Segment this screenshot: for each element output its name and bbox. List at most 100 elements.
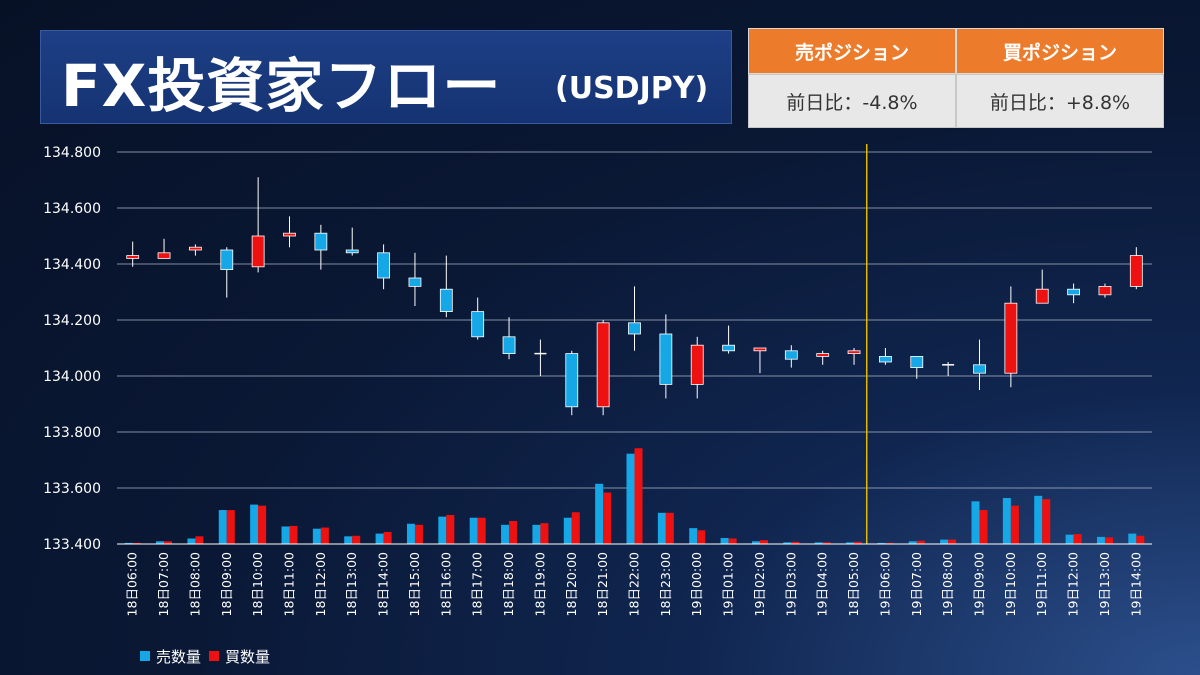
page-title: FX投資家フロー [61,52,502,120]
sell-volume-bar [406,523,415,544]
x-tick-label: 18日11:00 [282,552,297,616]
buy-volume-bar [226,510,235,544]
buy-volume-bar [885,542,894,544]
sell-volume-bar [281,526,290,544]
candle-body [345,249,359,254]
legend-buy-label: 買数量 [225,647,271,666]
x-tick-label: 18日07:00 [156,552,171,616]
buy-volume-bar [164,541,173,544]
x-tick-label: 18日08:00 [187,552,202,616]
x-tick-label: 18日21:00 [595,552,610,616]
candle-body [126,255,140,259]
buy-volume-bar [916,540,925,544]
sell-volume-bar [344,536,353,544]
y-tick-label: 134.600 [43,201,101,217]
sell-volume-bar [187,538,196,544]
legend-sell-label: 売数量 [156,647,202,666]
y-tick-label: 133.800 [43,425,101,441]
candle-body [722,344,735,352]
sell-volume-bar [595,483,604,544]
x-tick-label: 19日07:00 [909,552,924,616]
chart-legend: 売数量 買数量 [140,646,270,666]
sell-volume-bar [156,541,165,544]
sell-volume-bar [1065,534,1074,544]
candle-body [314,232,328,251]
buy-volume-bar [634,448,643,544]
x-tick-label: 19日03:00 [783,552,798,616]
buy-volume-bar [289,525,298,544]
candle-body [596,322,610,408]
buy-volume-bar [979,510,988,544]
buy-volume-bar [446,514,455,544]
sell-volume-bar [814,542,823,544]
buy-volume-bar [791,541,800,544]
x-tick-label: 18日22:00 [627,552,642,616]
y-tick-label: 134.400 [43,257,101,273]
x-tick-label: 18日12:00 [313,552,328,616]
x-tick-label: 18日06:00 [125,552,140,616]
x-tick-label: 18日23:00 [658,552,673,616]
sell-volume-bar [1128,533,1137,544]
sell-position-change: 前日比：-4.8% [748,74,956,128]
x-tick-label: 19日13:00 [1097,552,1112,616]
buy-volume-bar [320,527,329,544]
buy-volume-bar [759,540,768,544]
sell-volume-bar [438,516,447,544]
buy-volume-bar [352,535,361,544]
candle-body [1004,302,1018,374]
candle-body [973,364,986,374]
buy-volume-bar [948,539,957,544]
buy-volume-bar [697,530,706,544]
sell-volume-bar [1002,498,1011,544]
candle-body [220,249,234,271]
buy-volume-bar [854,541,863,544]
candle-body [565,353,579,408]
buy-volume-bar [728,538,737,544]
candle-body [628,322,641,335]
candle-body [502,336,516,354]
candle-body [251,235,265,268]
candle-body [1129,255,1143,287]
legend-buy-swatch [209,651,220,661]
sell-volume-bar [877,542,886,544]
buy-volume-bar [258,505,267,544]
x-tick-label: 19日00:00 [689,552,704,616]
position-table: 売ポジション 買ポジション 前日比：-4.8% 前日比：+8.8% [748,28,1164,128]
sell-volume-bar [689,528,698,544]
sell-position-header: 売ポジション [748,28,956,74]
candle-body [910,355,924,368]
buy-volume-bar [665,512,674,544]
sell-volume-bar [783,542,792,544]
x-tick-label: 18日17:00 [470,552,485,616]
buy-volume-bar [477,517,486,544]
sell-volume-bar [908,541,917,544]
sell-volume-bar [501,524,510,544]
buy-volume-bar [822,542,831,544]
x-tick-label: 19日11:00 [1034,552,1049,616]
buy-volume-bar [1136,535,1145,544]
candle-body [784,350,798,360]
x-tick-label: 19日01:00 [721,552,736,616]
x-tick-label: 18日20:00 [564,552,579,616]
x-tick-label: 19日10:00 [1003,552,1018,616]
candle-body [157,252,171,259]
x-tick-label: 19日08:00 [940,552,955,616]
x-tick-label: 18日09:00 [219,552,234,616]
sell-volume-bar [250,504,259,544]
sell-volume-bar [971,501,980,544]
candle-body [1098,285,1112,296]
sell-volume-bar [657,512,666,544]
sell-volume-bar [469,517,478,544]
sell-volume-bar [312,528,321,544]
x-tick-label: 18日18:00 [501,552,516,616]
buy-volume-bar [571,512,580,544]
y-tick-label: 133.600 [43,481,101,497]
buy-volume-bar [132,542,141,544]
y-tick-label: 134.000 [43,369,101,385]
title-banner: FX投資家フロー (USDJPY) [40,30,732,124]
x-tick-label: 18日15:00 [407,552,422,616]
candle-body [283,232,296,237]
sell-volume-bar [751,541,760,544]
candle-body [847,350,861,354]
